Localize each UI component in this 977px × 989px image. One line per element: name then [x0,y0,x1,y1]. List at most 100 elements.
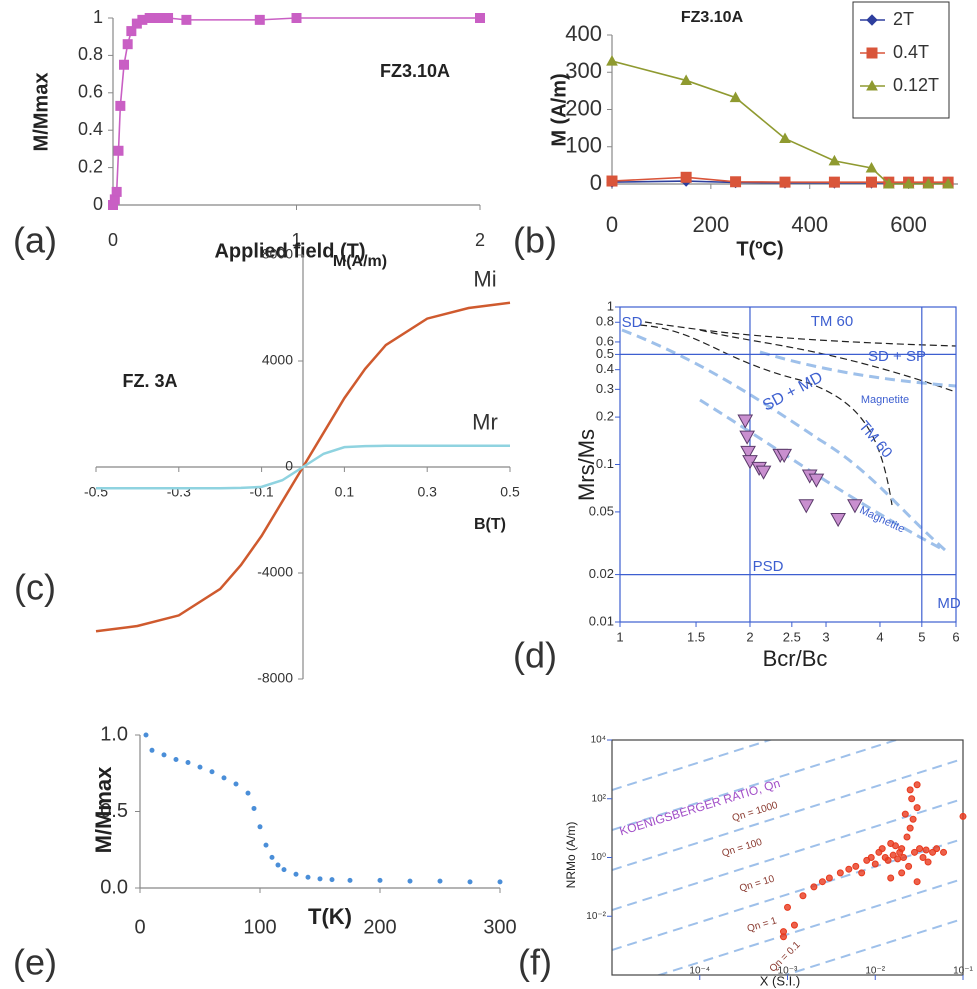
x-tick-label: 2 [746,629,753,644]
x-tick-label: 2 [475,230,485,250]
y-tick-label: 0.8 [78,44,103,64]
marker [149,747,155,753]
marker [269,854,275,860]
marker [233,781,239,787]
x-tick-label: 300 [483,916,516,938]
marker [776,448,793,463]
marker [913,878,921,886]
x-tick-label: 4 [876,629,883,644]
series-line [611,176,949,183]
x-tick-label: 5 [918,629,925,644]
marker [916,845,924,853]
marker [852,862,860,870]
y-tick-label: 4000 [262,352,293,368]
marker [865,161,878,173]
marker [737,414,754,429]
y-axis-label: M (A/m) [548,73,570,146]
panel-label: (c) [14,567,56,608]
y-tick-label: 10⁻² [586,911,606,922]
annotation: PSD [753,558,784,575]
y-axis-label: M/Mmax [91,766,116,854]
marker [407,878,413,884]
x-tick-label: 0 [134,916,145,938]
x-tick-label: 0 [108,230,118,250]
series-line [611,60,949,185]
y-tick-label: 1 [93,7,103,27]
marker [903,833,911,841]
marker [281,867,287,873]
x-tick-label: 6 [952,629,959,644]
y-tick-label: 10⁰ [591,852,606,863]
marker [908,795,916,803]
x-tick-label: -0.5 [84,484,108,500]
y-tick-label: 10⁴ [591,735,606,746]
marker [779,176,791,188]
marker [906,824,914,832]
y-tick-label: 0.6 [596,333,614,348]
marker [871,860,879,868]
marker [221,775,227,781]
y-tick-label: 0.1 [596,456,614,471]
panel-label: (b) [513,220,557,261]
marker [830,513,846,528]
marker [867,854,875,861]
y-tick-label: 0.05 [589,503,614,518]
annotation: SD [622,314,643,331]
marker [254,14,265,25]
marker [263,842,269,848]
x-tick-label: 1 [291,230,301,250]
panel-label: (f) [518,942,552,983]
x-tick-label: 10⁻³ [778,966,798,977]
x-tick-label: 600 [890,212,927,237]
marker [836,869,844,877]
marker [905,862,913,870]
y-axis-label: NRMo (A/m) [564,822,578,889]
marker [122,39,133,50]
y-tick-label: 0 [93,194,103,214]
marker [305,874,311,880]
marker [606,55,618,66]
marker [245,790,251,796]
marker [257,824,263,830]
marker [818,878,826,886]
legend-label: 2T [893,9,914,29]
marker [185,760,191,766]
x-tick-label: 10⁻² [865,966,885,977]
y-tick-label: 0.02 [589,566,614,581]
marker [922,846,930,854]
y-tick-label: 10² [592,793,607,804]
marker [606,175,618,187]
marker [845,865,853,873]
marker [329,877,335,883]
marker [730,176,742,188]
marker [940,848,948,856]
marker [894,855,902,863]
y-tick-label: 0.5 [596,346,614,361]
marker [377,877,383,883]
x-tick-label: 200 [363,916,396,938]
x-tick-label: 3 [822,629,829,644]
y-tick-label: 100 [565,133,602,158]
marker [317,876,323,882]
marker [909,815,917,823]
marker [115,100,126,111]
annotation: Magnetite [858,504,907,535]
series-line [96,444,510,490]
marker [798,499,815,514]
x-tick-label: 0.1 [335,484,355,500]
annotation: Qn = 10 [738,874,776,895]
x-axis-label: B(T) [474,516,506,533]
marker [173,756,179,762]
y-tick-label: 0 [590,170,602,195]
x-axis-label: X (S.I.) [760,973,800,988]
marker [942,177,954,189]
marker [919,854,927,861]
legend-marker [866,14,878,26]
marker [810,883,818,891]
annotation: SD + MD [760,369,826,415]
marker [293,871,299,877]
mixing-curves [621,321,957,552]
x-tick-label: 1 [616,629,623,644]
marker [882,177,895,189]
panel-label: (d) [513,635,557,676]
